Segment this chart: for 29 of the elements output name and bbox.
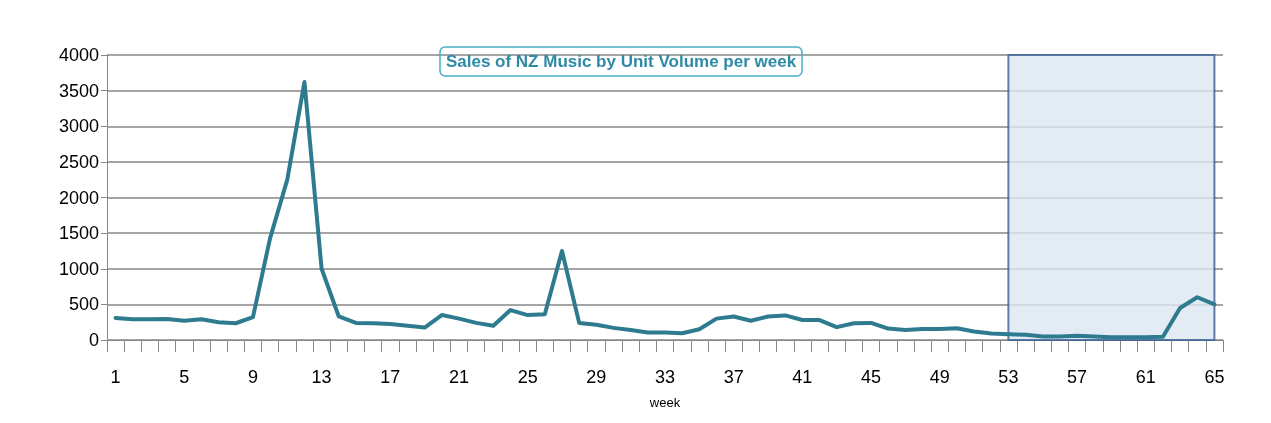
y-tick-label: 4000 [58, 45, 99, 65]
y-tick-label: 500 [68, 294, 99, 315]
y-tick-label: 1000 [58, 258, 99, 279]
x-tick-label: 41 [792, 367, 813, 387]
x-tick-label: 25 [517, 367, 538, 387]
x-tick-label: 13 [311, 367, 332, 387]
y-tick-label: 1500 [58, 223, 99, 244]
line-series [113, 80, 1217, 340]
y-tick-label: 0 [88, 330, 99, 350]
x-tick-label: 9 [247, 367, 258, 387]
y-tick-label: 2000 [58, 187, 99, 208]
x-tick-label: 33 [654, 367, 676, 387]
x-tick-label: 29 [586, 367, 607, 387]
x-tick-label: 61 [1135, 367, 1156, 387]
x-tick-label: 5 [179, 367, 190, 387]
x-tick-label: 1 [110, 367, 121, 387]
chart-title: Sales of NZ Music by Unit Volume per week [445, 52, 797, 71]
x-tick-label: 37 [723, 367, 744, 387]
y-tick-label: 2500 [58, 151, 99, 172]
y-tick-label: 3000 [58, 116, 99, 137]
x-tick-label: 57 [1067, 367, 1088, 387]
x-tick-label: 21 [448, 367, 469, 387]
y-tick-label: 3500 [58, 80, 99, 101]
x-tick-label: 49 [929, 367, 950, 387]
x-tick-label: 53 [998, 367, 1019, 387]
x-tick-label: 65 [1204, 367, 1225, 387]
x-axis-title: week [648, 395, 681, 410]
x-tick-label: 45 [861, 367, 882, 387]
x-tick-label: 17 [380, 367, 401, 387]
